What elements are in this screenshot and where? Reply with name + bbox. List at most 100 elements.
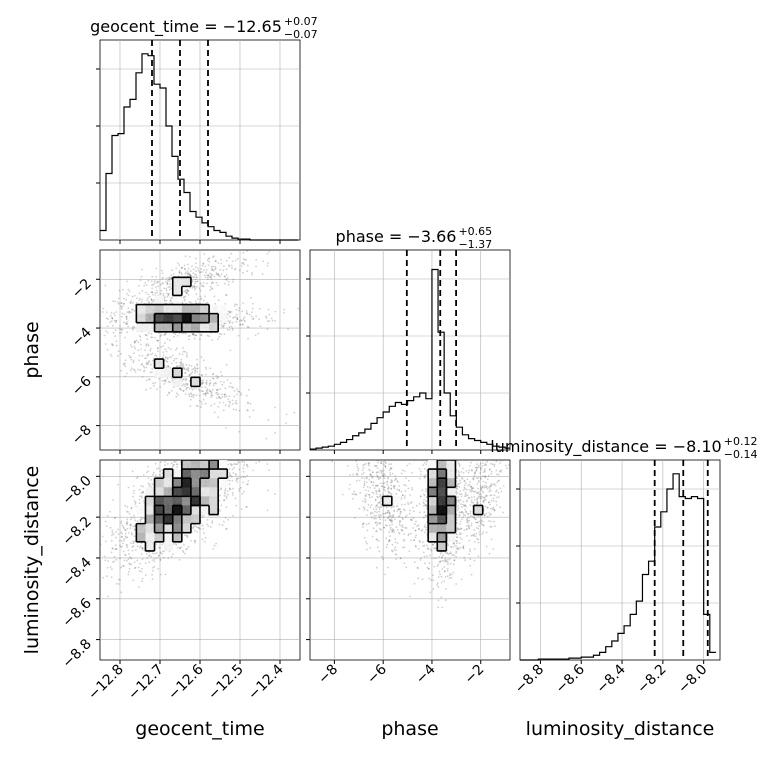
sample-point (81, 584, 83, 586)
sample-point (224, 436, 226, 438)
density-cell (163, 514, 174, 524)
sample-point (137, 341, 140, 344)
sample-point (164, 333, 167, 335)
scatter-geocent_time-vs-phase: −8−6−4−2 (69, 241, 301, 454)
sample-point (215, 388, 218, 391)
sample-point (119, 557, 121, 560)
sample-point (175, 395, 178, 398)
sample-point (97, 523, 99, 525)
sample-point (111, 343, 114, 346)
sample-point (210, 278, 213, 280)
sample-point (184, 534, 186, 537)
sample-point (207, 278, 209, 281)
sample-point (215, 382, 217, 385)
sample-point (165, 366, 168, 369)
sample-point (146, 334, 149, 337)
sample-point (213, 437, 215, 439)
sample-point (207, 274, 210, 277)
sample-point (125, 323, 128, 325)
sample-point (228, 437, 230, 439)
sample-point (147, 465, 149, 468)
sample-point (233, 466, 236, 469)
sample-point (172, 359, 175, 362)
sample-point (387, 490, 390, 493)
sample-point (178, 353, 181, 356)
sample-point (176, 463, 179, 466)
sample-point (185, 382, 188, 385)
sample-point (255, 265, 257, 268)
sample-point (233, 422, 235, 424)
sample-point (191, 332, 194, 335)
sample-point (462, 514, 465, 517)
sample-point (202, 379, 204, 382)
sample-point (207, 525, 210, 528)
sample-point (186, 352, 188, 354)
sample-point (254, 334, 257, 337)
sample-point (107, 560, 110, 562)
sample-point (142, 500, 145, 502)
sample-point (84, 588, 86, 590)
sample-point (437, 456, 439, 458)
sample-point (213, 275, 216, 278)
sample-point (226, 458, 228, 460)
density-cell (163, 478, 174, 488)
sample-point (134, 566, 137, 569)
sample-point (182, 444, 184, 446)
sample-point (225, 455, 227, 457)
sample-point (179, 388, 182, 390)
sample-point (180, 389, 183, 391)
sample-point (126, 546, 128, 549)
sample-point (113, 560, 116, 563)
sample-point (191, 388, 194, 391)
sample-point (158, 546, 161, 549)
sample-point (180, 363, 183, 366)
sample-point (161, 543, 163, 546)
sample-point (97, 316, 99, 318)
sample-point (299, 245, 301, 247)
sample-point (152, 552, 154, 555)
x-tick-label: −8.4 (594, 661, 629, 696)
sample-point (66, 606, 68, 608)
sample-point (192, 367, 195, 370)
sample-point (237, 390, 240, 393)
density-cell (154, 496, 164, 506)
sample-point (181, 365, 184, 368)
sample-point (246, 483, 249, 486)
sample-point (156, 280, 159, 283)
sample-point (183, 332, 185, 334)
sample-point (171, 302, 173, 305)
sample-point (111, 531, 114, 534)
sample-point (188, 338, 190, 341)
sample-point (255, 241, 257, 243)
sample-point (229, 421, 231, 423)
sample-point (262, 414, 264, 416)
sample-point (233, 463, 236, 465)
sample-point (196, 526, 199, 529)
sample-point (130, 507, 133, 510)
sample-point (167, 557, 170, 559)
sample-point (251, 307, 254, 310)
density-cell (200, 304, 210, 314)
sample-point (208, 389, 211, 392)
sample-point (251, 421, 253, 423)
sample-point (236, 318, 239, 321)
sample-point (142, 547, 144, 549)
sample-point (250, 426, 252, 428)
sample-point (366, 451, 368, 453)
sample-point (214, 260, 217, 263)
sample-point (231, 468, 234, 471)
sample-point (139, 279, 142, 282)
sample-point (230, 475, 233, 478)
sample-point (215, 375, 218, 377)
sample-point (202, 390, 205, 393)
sample-point (213, 403, 216, 405)
sample-point (172, 543, 175, 545)
sample-point (208, 384, 211, 387)
histogram-luminosity_distance-frame (519, 459, 721, 661)
sample-point (180, 267, 183, 270)
sample-point (139, 495, 142, 498)
sample-point (193, 393, 196, 396)
sample-point (186, 384, 189, 386)
sample-point (159, 547, 162, 549)
panel-title-geocent_time: geocent_time = −12.65 +0.07−0.07 (90, 15, 318, 41)
